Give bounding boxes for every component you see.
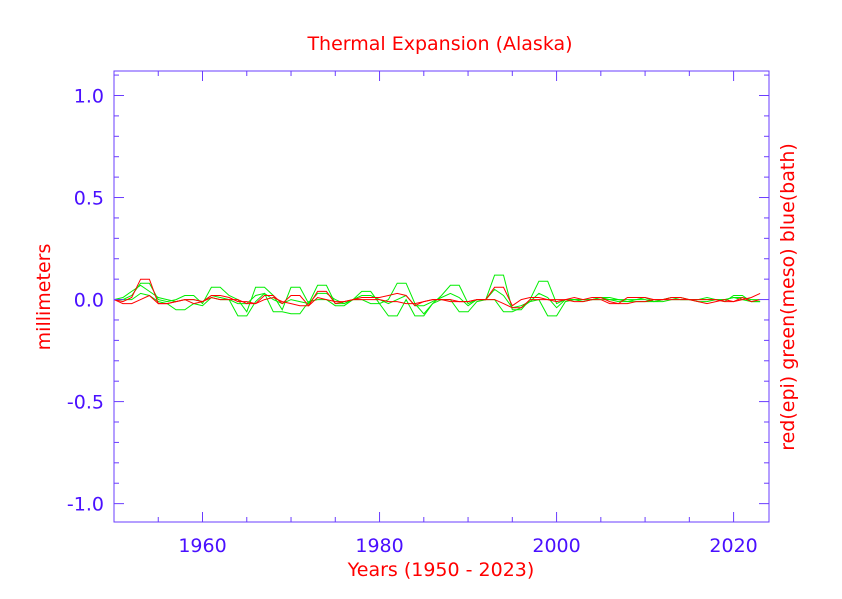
- series-line-0: [114, 274, 761, 315]
- y-axis-label-right: red(epi) green(meso) blue(bath): [777, 143, 799, 451]
- series-layer: [113, 274, 761, 317]
- series-line-1: [114, 292, 761, 317]
- chart-title: Thermal Expansion (Alaska): [306, 33, 572, 55]
- y-tick-label: 0.0: [74, 290, 104, 312]
- series-line-4: [113, 294, 761, 309]
- x-tick-label: 1960: [178, 535, 226, 557]
- plot-frame: [113, 70, 770, 523]
- y-tick-label: -0.5: [67, 392, 104, 414]
- x-tick-label: 2020: [709, 535, 757, 557]
- x-axis-label: Years (1950 - 2023): [347, 559, 535, 581]
- x-tick-label: 2000: [532, 535, 580, 557]
- y-tick-label: 0.5: [74, 188, 104, 210]
- y-axis-label: millimeters: [33, 244, 55, 351]
- ticks-layer: -1.0 -0.5 0.0 0.5 1.0 1960 1980 2000 2020: [67, 71, 769, 557]
- y-tick-label: -1.0: [67, 494, 104, 516]
- x-tick-label: 1980: [355, 535, 403, 557]
- y-tick-label: 1.0: [74, 85, 104, 107]
